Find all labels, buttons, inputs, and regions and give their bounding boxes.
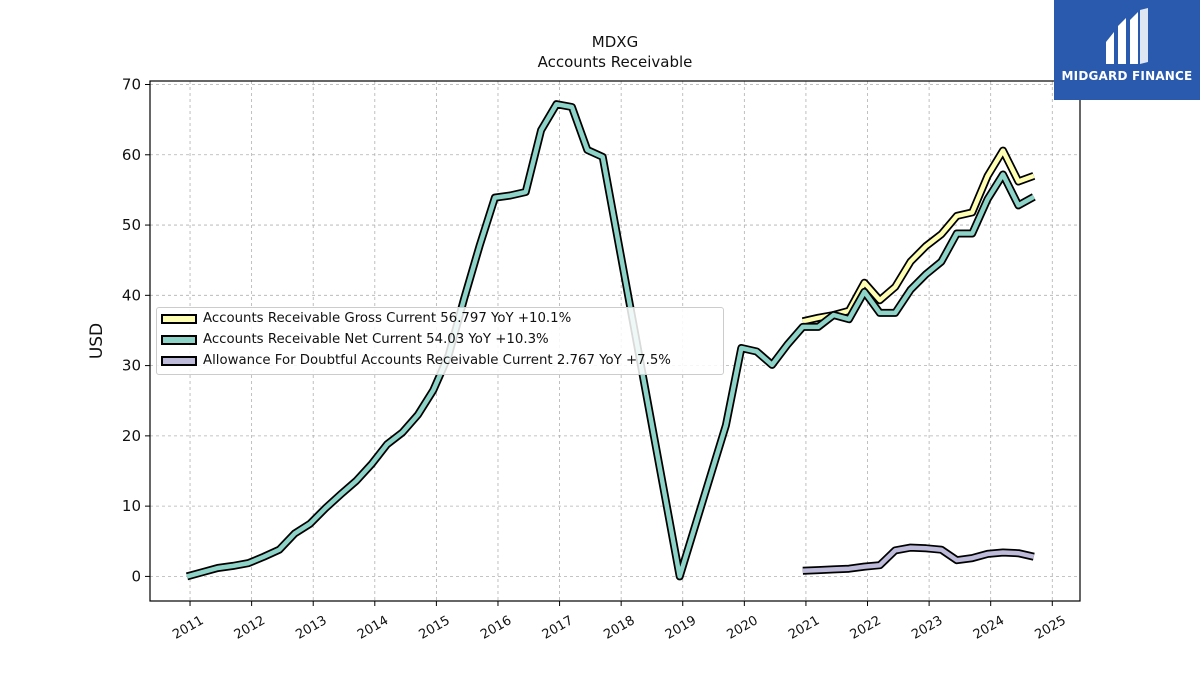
y-tick-label: 50 <box>122 216 141 234</box>
y-tick-label: 10 <box>122 497 141 515</box>
logo-mark-icon <box>1106 8 1148 64</box>
series-line-2 <box>802 545 1035 574</box>
x-tick-label: 2016 <box>478 613 514 643</box>
plot-frame <box>149 80 1081 602</box>
y-tick-label: 20 <box>122 427 141 445</box>
series-line-1 <box>186 101 1035 579</box>
x-tick-label: 2019 <box>663 613 699 643</box>
legend-label-net: Accounts Receivable Net Current 54.03 Yo… <box>203 332 549 347</box>
x-tick-label: 2025 <box>1032 613 1068 643</box>
legend-swatch-gross <box>161 314 197 324</box>
legend: Accounts Receivable Gross Current 56.797… <box>156 307 724 375</box>
grid <box>150 81 1080 601</box>
y-tick-label: 0 <box>131 567 141 585</box>
logo-wordmark: MIDGARD FINANCE <box>1061 69 1193 83</box>
x-tick-label: 2024 <box>971 613 1007 643</box>
chart-subtitle: Accounts Receivable <box>538 53 693 71</box>
y-tick-label: 30 <box>122 357 141 375</box>
x-tick-label: 2013 <box>293 613 329 643</box>
x-tick-label: 2022 <box>848 613 884 643</box>
x-tick-label: 2011 <box>170 613 206 643</box>
x-tick-label: 2012 <box>232 613 268 643</box>
y-tick-label: 40 <box>122 286 141 304</box>
brand-logo: MIDGARD FINANCE <box>1054 0 1200 100</box>
x-tick-label: 2014 <box>355 613 391 643</box>
x-tick-label: 2020 <box>725 613 761 643</box>
series-lines <box>185 100 1036 581</box>
chart-title: MDXG <box>592 33 638 51</box>
x-tick-label: 2015 <box>417 613 453 643</box>
x-tick-label: 2017 <box>540 613 576 643</box>
legend-swatch-net <box>161 335 197 345</box>
x-tick-label: 2018 <box>601 613 637 643</box>
legend-label-allowance: Allowance For Doubtful Accounts Receivab… <box>203 353 671 368</box>
x-tick-label: 2023 <box>909 613 945 643</box>
y-axis-label: USD <box>87 323 107 359</box>
x-tick-label: 2021 <box>786 613 822 643</box>
y-tick-label: 70 <box>122 76 141 94</box>
y-tick-label: 60 <box>122 146 141 164</box>
legend-label-gross: Accounts Receivable Gross Current 56.797… <box>203 311 572 326</box>
series-line-0 <box>802 148 1035 324</box>
legend-swatch-allowance <box>161 356 197 366</box>
